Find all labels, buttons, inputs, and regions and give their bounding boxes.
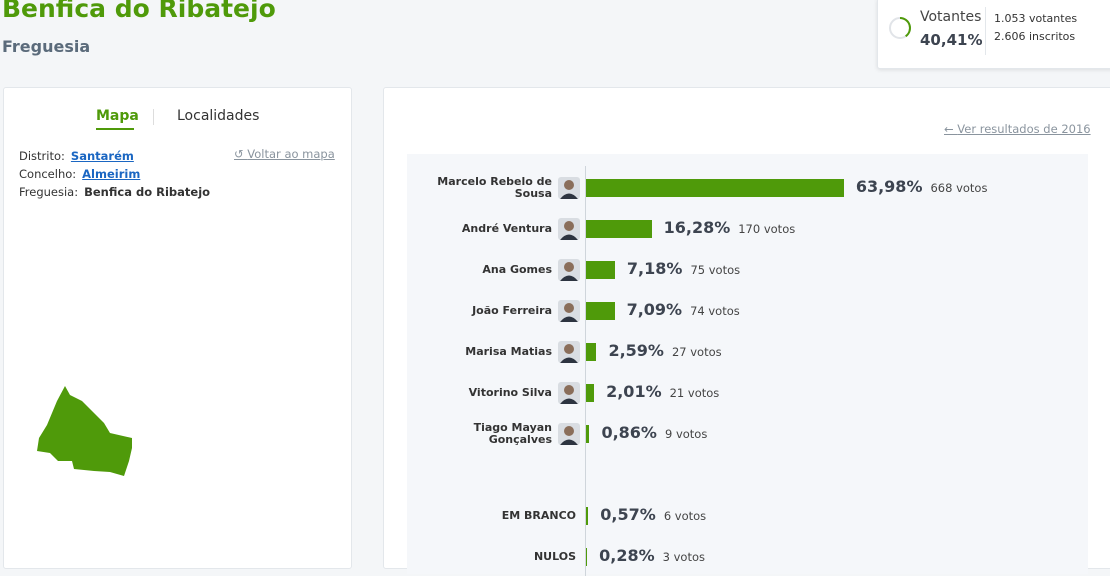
bar — [586, 302, 615, 320]
votes-label: 6 votos — [663, 509, 707, 523]
info-row: Concelho: Almeirim — [19, 165, 210, 183]
back-link-text: Voltar ao mapa — [247, 147, 335, 161]
avatar — [558, 177, 580, 199]
candidate-name: NULOS — [533, 550, 576, 563]
bar — [586, 425, 590, 443]
bar — [586, 384, 595, 402]
value-label-group: 7,18% 75 votos — [627, 259, 740, 278]
avatar-figure — [560, 385, 578, 404]
value-label: 63,98% — [855, 177, 923, 196]
votes-label: 668 votos — [930, 181, 988, 195]
registered: 2.606 inscritos — [994, 30, 1076, 43]
value-label-group: 63,98% 668 votos — [856, 177, 988, 196]
info-link[interactable]: Almeirim — [82, 167, 141, 181]
divider — [985, 7, 986, 55]
avatar-figure — [560, 180, 578, 199]
value-label: 2,01% — [606, 382, 662, 401]
candidate-name: André Ventura — [461, 222, 552, 235]
candidate-name: Tiago Mayan Gonçalves — [473, 421, 552, 446]
value-label: 7,18% — [626, 259, 683, 278]
bar — [586, 179, 844, 197]
info-label: Concelho: — [19, 167, 77, 181]
avatar — [558, 300, 580, 322]
avatar-figure — [560, 344, 578, 363]
previous-link-text: Ver resultados de 2016 — [957, 122, 1091, 136]
map-panel: Mapa Localidades Distrito: Santarém Concel… — [3, 87, 352, 569]
avatar — [558, 341, 580, 363]
back-link[interactable]: ↺ Voltar ao mapa — [234, 147, 335, 161]
votes-label: 27 votos — [671, 345, 722, 359]
value-label-group: 0,28% 3 votos — [599, 546, 705, 565]
candidate-name: Ana Gomes — [482, 263, 552, 276]
votes-label: 75 votos — [690, 263, 741, 277]
tab[interactable]: Localidades — [177, 108, 260, 124]
subtitle: Freguesia — [2, 37, 91, 56]
avatar-figure — [560, 303, 578, 322]
value-label-group: 0,86% 9 votos — [601, 423, 707, 442]
info-label: Distrito: — [19, 149, 65, 163]
chart-area — [407, 154, 1088, 574]
avatar — [558, 382, 580, 404]
info: Distrito: Santarém Concelho: Almeirim Fregue… — [19, 147, 210, 201]
value-label-group: 7,09% 74 votos — [627, 300, 740, 319]
bar — [586, 507, 589, 525]
bar — [586, 261, 615, 279]
bar — [586, 343, 597, 361]
votes-label: 74 votos — [690, 304, 740, 318]
avatar — [558, 423, 580, 445]
info-value: Benfica do Ribatejo — [84, 185, 211, 199]
value-label: 16,28% — [663, 218, 731, 237]
value-label: 0,57% — [600, 505, 656, 524]
value-label: 7,09% — [626, 300, 683, 319]
votes-label: 170 votos — [738, 222, 796, 236]
value-label-group: 16,28% 170 votos — [664, 218, 796, 237]
turnout-value: 40,41% — [920, 31, 983, 49]
votes-label: 21 votos — [669, 386, 720, 400]
avatar-figure — [560, 262, 578, 281]
previous-link[interactable]: ← Ver resultados de 2016 — [944, 122, 1091, 136]
bar — [586, 548, 588, 566]
info-label: Freguesia: — [19, 185, 79, 199]
tab[interactable]: Mapa — [96, 108, 139, 124]
candidate-name: Vitorino Silva — [468, 386, 552, 399]
map-area[interactable] — [37, 386, 132, 476]
votes-label: 3 votos — [662, 550, 705, 564]
axis-line — [585, 166, 586, 576]
candidate-name: Marisa Matias — [465, 345, 552, 358]
avatar — [558, 259, 580, 281]
voters: 1.053 votantes — [994, 12, 1078, 25]
value-label-group: 0,57% 6 votos — [600, 505, 706, 524]
avatar-figure — [560, 426, 578, 445]
votes-label: 9 votos — [664, 427, 708, 441]
info-row: Freguesia: Benfica do Ribatejo — [19, 183, 210, 201]
info-row: Distrito: Santarém — [19, 147, 210, 165]
avatar — [558, 218, 580, 240]
avatar-figure — [560, 221, 578, 240]
turnout-arc — [899, 17, 911, 38]
results-panel: ← Ver resultados de 2016 Marcelo Rebelo … — [383, 87, 1110, 576]
turnout-heading: Votantes — [920, 9, 982, 25]
value-label: 0,28% — [599, 546, 655, 565]
map — [37, 386, 132, 476]
divider — [153, 109, 154, 125]
bar — [586, 220, 652, 238]
candidate-name: EM BRANCO — [501, 509, 576, 522]
turnout-box: Votantes 40,41% 1.053 votantes 2.606 ins… — [877, 0, 1110, 69]
candidate-name: Marcelo Rebelo de Sousa — [437, 175, 552, 200]
value-label: 2,59% — [608, 341, 664, 360]
tab-underline — [96, 128, 134, 130]
value-label-group: 2,01% 21 votos — [606, 382, 719, 401]
info-link[interactable]: Santarém — [70, 149, 134, 163]
title: Benfica do Ribatejo — [2, 0, 276, 23]
turnout-ring — [889, 17, 911, 39]
value-label-group: 2,59% 27 votos — [608, 341, 721, 360]
candidate-name: João Ferreira — [472, 304, 552, 317]
value-label: 0,86% — [601, 423, 657, 442]
